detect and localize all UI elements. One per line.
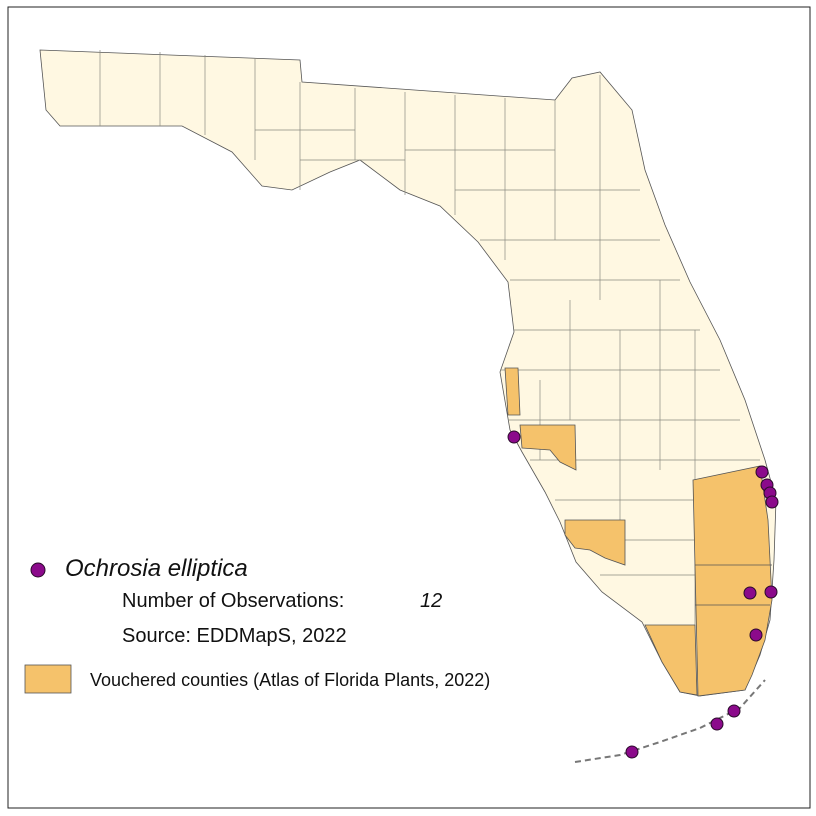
observation-point (727, 704, 741, 718)
observation-point (710, 717, 724, 731)
legend-symbol (30, 562, 46, 578)
florida-keys (574, 679, 766, 763)
vouchered-swatch (24, 664, 72, 694)
observation-point (755, 465, 769, 479)
legend: Ochrosia elliptica Number of Observation… (24, 555, 490, 694)
observation-point (749, 628, 763, 642)
observations-count: 12 (420, 590, 442, 612)
observations-label: Number of Observations: (122, 590, 344, 612)
observation-point (765, 495, 779, 509)
county-lines (99, 50, 760, 695)
observation-point (764, 585, 778, 599)
observations (507, 430, 779, 759)
species-name: Ochrosia elliptica (65, 555, 248, 582)
observation-point (743, 586, 757, 600)
observation-point (507, 430, 521, 444)
vouchered-label: Vouchered counties (Atlas of Florida Pla… (90, 670, 490, 690)
source: Source: EDDMapS, 2022 (122, 625, 347, 647)
observation-point (625, 745, 639, 759)
